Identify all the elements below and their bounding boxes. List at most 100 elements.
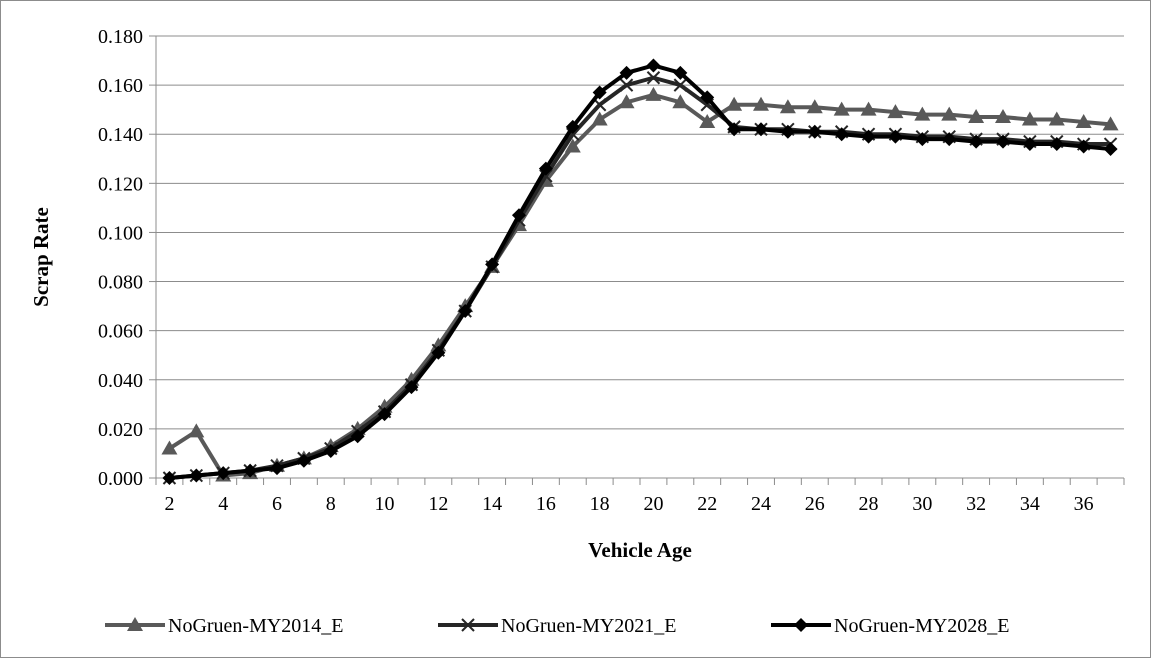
data-point: [592, 85, 607, 100]
x-tick-label: 14: [482, 493, 502, 515]
x-tick-label: 22: [697, 493, 717, 515]
marker-stroke: [673, 78, 688, 92]
data-point: [350, 429, 365, 444]
data-point: [860, 101, 877, 116]
y-tick-label: 0.100: [98, 222, 143, 244]
data-point: [699, 113, 716, 128]
x-tick-label: 6: [272, 493, 282, 515]
marker-stroke: [566, 127, 580, 141]
x-tick-label: 36: [1074, 493, 1094, 515]
data-point: [779, 99, 796, 114]
marker-stroke: [461, 618, 475, 632]
data-point: [270, 461, 284, 476]
series-group: [161, 58, 1119, 485]
data-point: [700, 90, 715, 105]
marker-stroke: [619, 78, 634, 92]
data-point: [216, 466, 231, 481]
data-point: [968, 109, 985, 124]
data-point: [888, 129, 903, 144]
data-point: [941, 106, 958, 121]
y-tick-label: 0.000: [98, 468, 143, 490]
marker-stroke: [592, 98, 607, 112]
data-point: [780, 124, 795, 139]
data-point: [538, 161, 553, 176]
legend-marker: [794, 618, 808, 632]
x-axis-title: Vehicle Age: [588, 538, 692, 562]
y-tick-label: 0.080: [98, 272, 143, 294]
y-tick-label: 0.180: [98, 26, 143, 48]
data-point: [753, 96, 769, 111]
data-point: [485, 257, 500, 272]
y-axis-title: Scrap Rate: [29, 207, 53, 307]
data-point: [673, 78, 688, 92]
x-tick-label: 30: [912, 493, 932, 515]
x-tick-label: 2: [164, 493, 174, 515]
data-point: [188, 423, 205, 438]
axes: [149, 35, 1125, 485]
x-tick-label: 34: [1020, 493, 1040, 515]
legend-label: NoGruen-MY2028_E: [834, 615, 1010, 637]
data-point: [1049, 137, 1064, 152]
y-tick-label: 0.160: [98, 75, 143, 97]
data-point: [404, 380, 419, 395]
data-point: [1075, 113, 1092, 128]
tick-labels: 0.000 0.020 0.040 0.060 0.080 0.100 0.120 0.140…: [98, 26, 1094, 515]
data-point: [619, 65, 634, 80]
data-point: [727, 122, 742, 137]
data-point: [458, 304, 473, 319]
y-tick-label: 0.040: [98, 370, 143, 392]
y-tick-label: 0.140: [98, 124, 143, 146]
data-point: [673, 65, 688, 80]
legend-item-1: NoGruen-MY2014_E: [105, 615, 344, 637]
legend-marker: [461, 618, 475, 632]
series-2: [162, 71, 1118, 485]
x-tick-label: 24: [751, 493, 771, 515]
data-point: [726, 96, 743, 111]
y-tick-label: 0.020: [98, 419, 143, 441]
x-tick-label: 28: [859, 493, 879, 515]
x-tick-label: 32: [966, 493, 986, 515]
series-line: [168, 92, 1111, 478]
data-point: [565, 119, 580, 134]
x-tick-label: 12: [428, 493, 448, 515]
x-tick-label: 8: [326, 493, 336, 515]
data-point: [243, 463, 258, 478]
data-point: [942, 132, 957, 147]
data-point: [1076, 139, 1091, 154]
x-tick-label: 18: [590, 493, 610, 515]
marker-stroke: [646, 71, 661, 85]
legend-marker: [127, 617, 143, 631]
data-point: [323, 443, 338, 458]
series-3: [162, 58, 1118, 485]
data-point: [591, 111, 608, 126]
x-tick-label: 26: [805, 493, 825, 515]
data-point: [672, 94, 689, 109]
data-point: [1103, 141, 1118, 156]
data-point: [915, 132, 930, 147]
data-point: [834, 127, 849, 142]
data-point: [618, 94, 635, 109]
data-point: [996, 134, 1010, 149]
gridlines: [156, 35, 1124, 430]
x-tick-label: 16: [536, 493, 556, 515]
data-point: [969, 134, 984, 149]
data-point: [189, 468, 204, 483]
data-point: [296, 453, 311, 468]
data-point: [431, 345, 446, 360]
data-point: [995, 109, 1011, 124]
data-point: [1022, 137, 1037, 152]
data-point: [861, 129, 876, 144]
legend-item-3: NoGruen-MY2028_E: [771, 615, 1010, 637]
x-tick-label: 10: [375, 493, 395, 515]
data-point: [1048, 111, 1065, 126]
data-point: [646, 58, 661, 73]
data-point: [619, 78, 634, 92]
data-point: [564, 138, 581, 153]
legend-label: NoGruen-MY2021_E: [501, 615, 677, 637]
y-tick-label: 0.120: [98, 173, 143, 195]
legend-item-2: NoGruen-MY2021_E: [438, 615, 677, 637]
data-point: [1102, 116, 1119, 131]
y-tick-label: 0.060: [98, 321, 143, 343]
